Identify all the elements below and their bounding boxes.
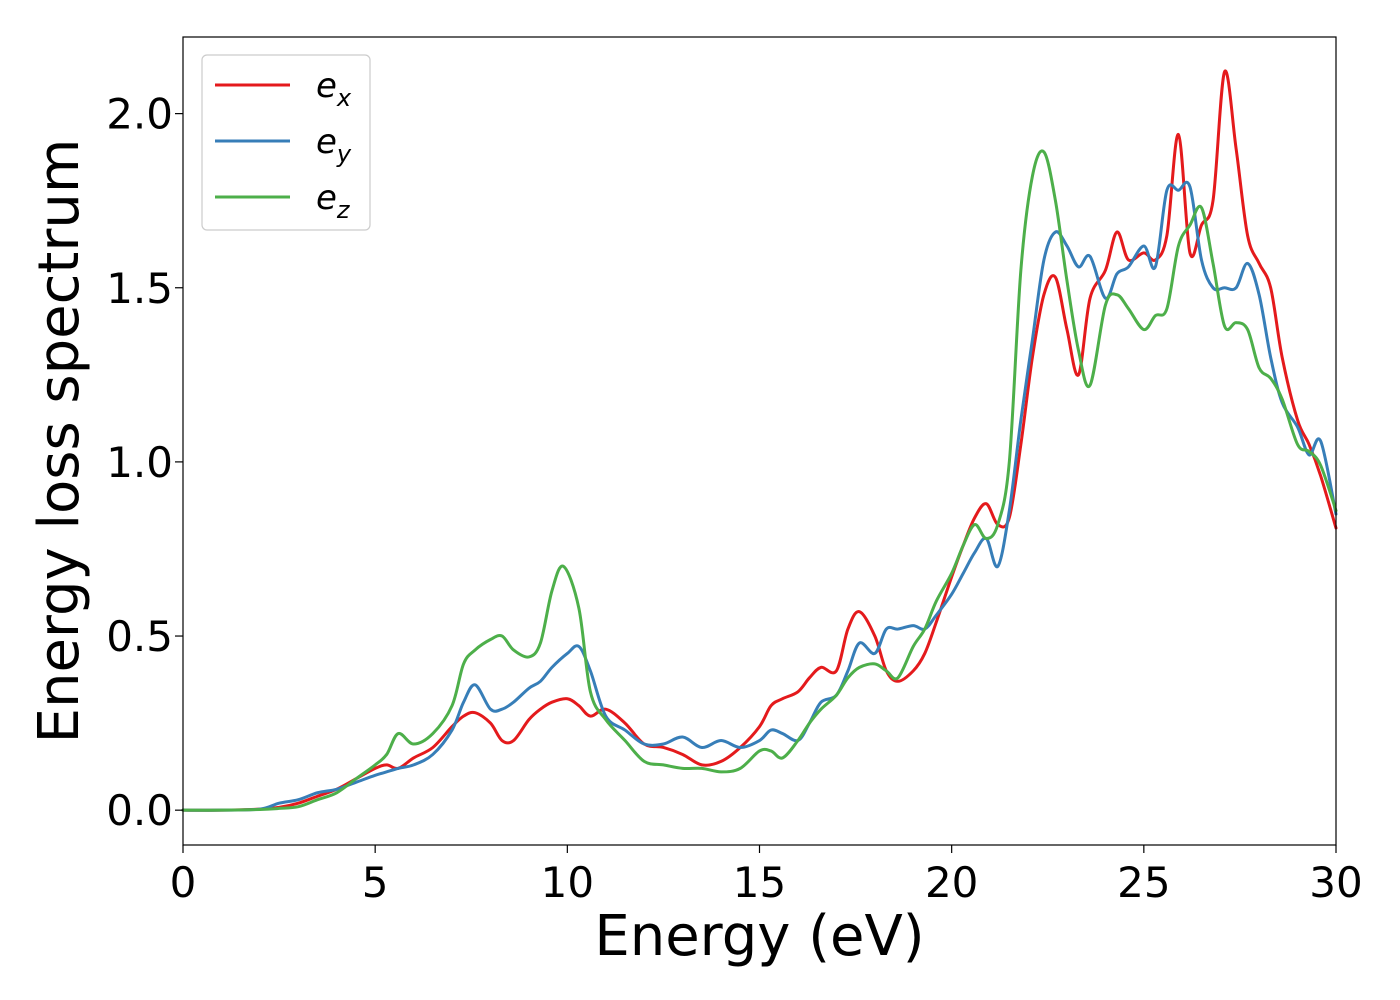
x-tick-label: 25: [1117, 858, 1170, 907]
y-tick-label: 0.0: [106, 786, 173, 835]
series-line-y: [181, 180, 1338, 812]
y-axis-ticks: 0.0 0.5 1.0 1.5 2.0: [106, 90, 183, 835]
x-axis-ticks: 0 5 10 15 20 25 30: [170, 845, 1363, 907]
y-axis-label: Energy loss spectrum: [27, 139, 92, 744]
x-tick-label: 20: [925, 858, 978, 907]
legend: ex ey ez: [201, 54, 371, 231]
y-tick-label: 2.0: [106, 90, 173, 139]
y-tick-label: 1.5: [106, 264, 173, 313]
series-line-z: [181, 149, 1338, 812]
series-layer: [181, 69, 1338, 812]
x-tick-label: 30: [1309, 858, 1362, 907]
x-tick-label: 15: [733, 858, 786, 907]
legend-label-x: ex: [316, 66, 352, 112]
y-tick-label: 0.5: [106, 612, 173, 661]
plot-area: [183, 37, 1336, 845]
series-line-x: [181, 69, 1338, 812]
x-tick-label: 0: [170, 858, 197, 907]
x-axis-label: Energy (eV): [594, 904, 924, 969]
legend-label-y: ey: [316, 122, 352, 168]
legend-label-z: ez: [316, 178, 351, 224]
x-tick-label: 5: [362, 858, 389, 907]
x-tick-label: 10: [541, 858, 594, 907]
y-tick-label: 1.0: [106, 438, 173, 487]
